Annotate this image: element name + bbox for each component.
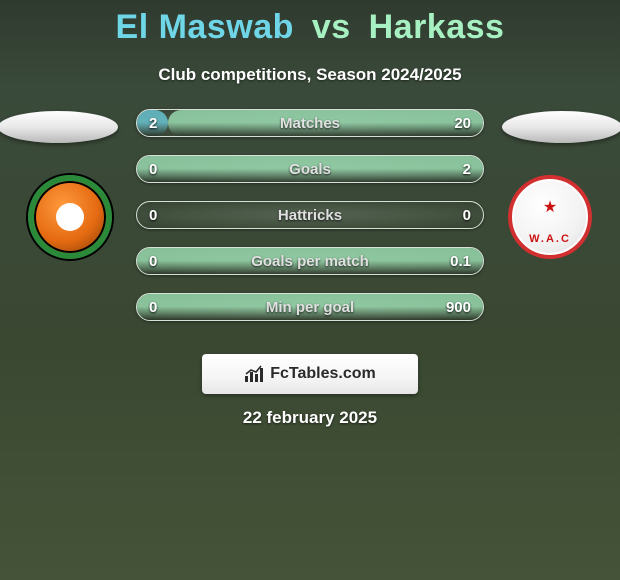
player1-name: El Maswab [116, 8, 294, 46]
stat-bar: 2 Matches 20 [136, 109, 484, 137]
date-label: 22 february 2025 [0, 408, 620, 428]
right-ellipse [502, 111, 620, 143]
stat-value-right: 0 [463, 207, 471, 224]
stat-bar: 0 Goals 2 [136, 155, 484, 183]
stat-value-right: 0.1 [450, 253, 471, 270]
stat-value-left: 0 [149, 161, 157, 178]
club-logo-left [28, 175, 112, 259]
star-icon: ★ [543, 197, 557, 217]
player2-name: Harkass [369, 8, 505, 46]
subtitle: Club competitions, Season 2024/2025 [0, 65, 620, 85]
stat-value-right: 2 [463, 161, 471, 178]
stat-value-right: 900 [446, 299, 471, 316]
stat-value-right: 20 [454, 115, 471, 132]
stat-label: Matches [280, 115, 340, 132]
stat-value-left: 2 [149, 115, 157, 132]
stat-label: Min per goal [266, 299, 354, 316]
stat-label: Goals per match [251, 253, 369, 270]
left-ellipse [0, 111, 118, 143]
club-logo-right: ★ W.A.C [508, 175, 592, 259]
stat-bar: 0 Hattricks 0 [136, 201, 484, 229]
vs-label: vs [312, 8, 351, 46]
branding-text: FcTables.com [270, 365, 376, 383]
comparison-bars: 2Matches200Goals20Hattricks00Goals per m… [136, 109, 484, 339]
ball-icon [56, 203, 84, 231]
branding-badge: FcTables.com [202, 354, 418, 394]
stat-label: Hattricks [278, 207, 342, 224]
h2h-title: El Maswab vs Harkass [0, 0, 620, 47]
chart-icon [244, 365, 264, 383]
stat-label: Goals [289, 161, 331, 178]
stat-value-left: 0 [149, 207, 157, 224]
wac-label: W.A.C [529, 233, 571, 245]
stat-bar: 0 Min per goal 900 [136, 293, 484, 321]
stat-value-left: 0 [149, 253, 157, 270]
stat-value-left: 0 [149, 299, 157, 316]
comparison-area: ★ W.A.C 2Matches200Goals20Hattricks00Goa… [0, 119, 620, 379]
stat-bar: 0 Goals per match 0.1 [136, 247, 484, 275]
